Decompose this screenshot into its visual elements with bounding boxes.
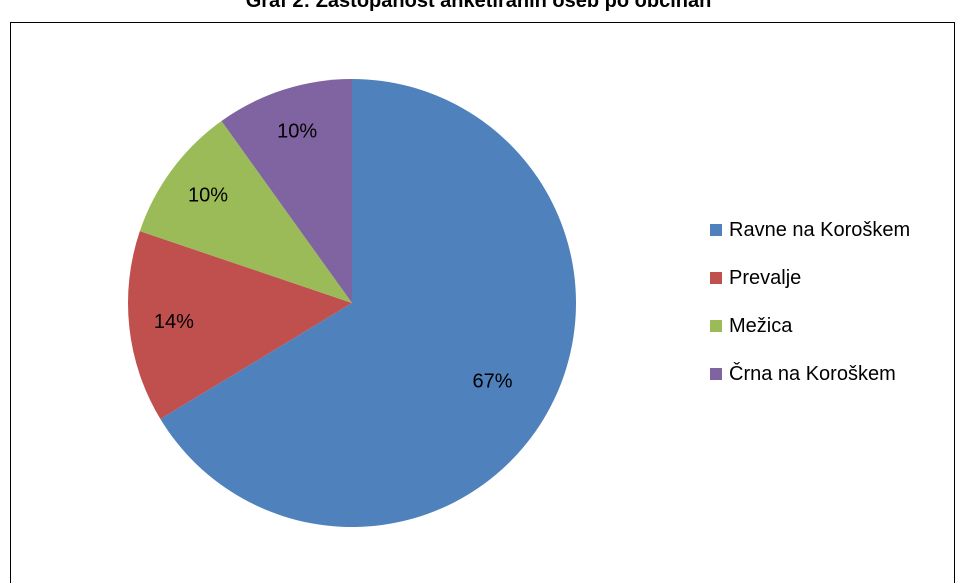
pie-slices — [127, 79, 576, 527]
legend: Ravne na Koroškem Prevalje Mežica Črna n… — [710, 214, 910, 406]
pie-slice-crna — [221, 79, 352, 303]
legend-label-crna: Črna na Koroškem — [729, 362, 896, 385]
legend-swatch-mezica — [710, 320, 722, 332]
legend-item-ravne: Ravne na Koroškem — [710, 214, 910, 246]
legend-swatch-prevalje — [710, 272, 722, 284]
legend-label-ravne: Ravne na Koroškem — [729, 218, 911, 241]
pie-slice-mezica — [139, 120, 352, 304]
legend-swatch-crna — [710, 368, 722, 380]
pie-slice-ravne — [160, 79, 576, 527]
legend-item-mezica: Mežica — [710, 310, 910, 342]
legend-item-crna: Črna na Koroškem — [710, 358, 910, 390]
chart-title: Graf 2: Zastopanost anketiranih oseb po … — [245, 0, 712, 12]
legend-item-prevalje: Prevalje — [710, 262, 910, 294]
legend-label-mezica: Mežica — [729, 314, 793, 337]
chart-frame — [10, 22, 955, 583]
pie-label-prevalje: 14% — [154, 311, 194, 333]
legend-swatch-ravne — [710, 224, 722, 236]
pie-label-crna: 10% — [277, 121, 317, 143]
pie-label-mezica: 10% — [188, 185, 228, 207]
pie-labels: 67% 14% 10% 10% — [154, 121, 513, 393]
pie-slice-prevalje — [127, 231, 352, 419]
legend-label-prevalje: Prevalje — [729, 266, 802, 289]
pie-label-ravne: 67% — [472, 370, 512, 392]
